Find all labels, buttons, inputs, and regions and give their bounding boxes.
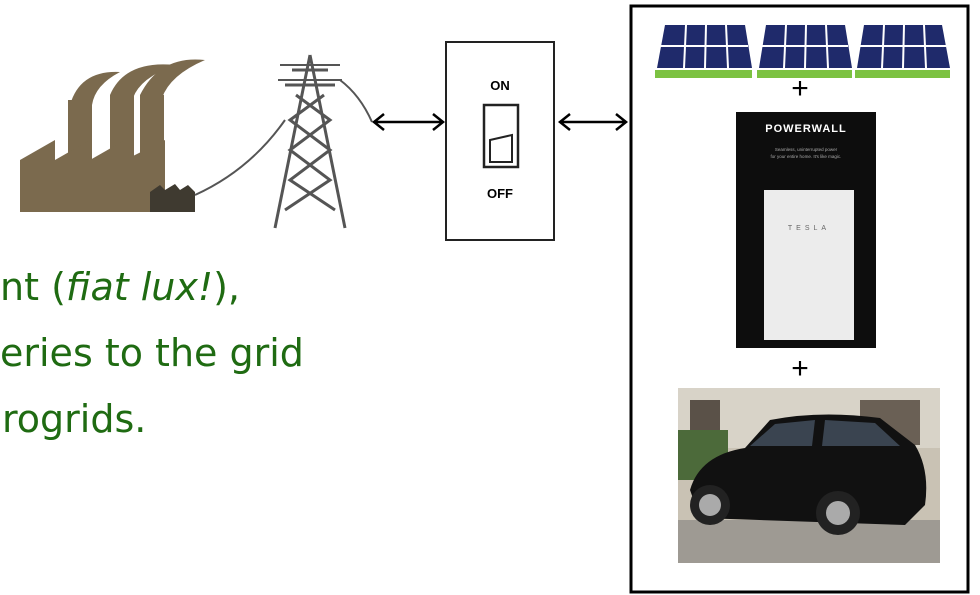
slide: ON OFF nt (fiat lux!), eries to the grid…	[0, 0, 980, 595]
factory-icon	[20, 59, 205, 212]
powerwall: POWERWALL Seamless, uninterrupted power …	[736, 112, 876, 348]
text-run: nt (	[0, 265, 66, 309]
tesla-logo: TESLA	[788, 225, 830, 232]
powerwall-tagline: for your entire home. It's like magic.	[771, 154, 842, 159]
body-line: rogrids.	[2, 397, 146, 441]
powerwall-brand: POWERWALL	[765, 123, 847, 135]
body-line: nt (fiat lux!),	[0, 265, 240, 309]
page: {"slide_text": {"line_1": ["nt (", "fiat…	[0, 0, 980, 595]
plus-sign: +	[791, 352, 809, 385]
switch-on: ON	[490, 78, 510, 93]
car-photo	[678, 388, 940, 563]
text-run: fiat lux!	[66, 265, 213, 309]
body-line: eries to the grid	[0, 331, 304, 375]
power-line	[340, 80, 372, 122]
powerwall-tagline: Seamless, uninterrupted power	[775, 147, 838, 152]
plus-sign: +	[791, 72, 809, 105]
switch-off: OFF	[487, 186, 513, 201]
text-run: ),	[213, 265, 240, 309]
transmission-tower	[275, 55, 345, 228]
switch: ON OFF	[446, 42, 554, 240]
power-line	[195, 120, 285, 195]
solar-panels	[655, 25, 950, 78]
